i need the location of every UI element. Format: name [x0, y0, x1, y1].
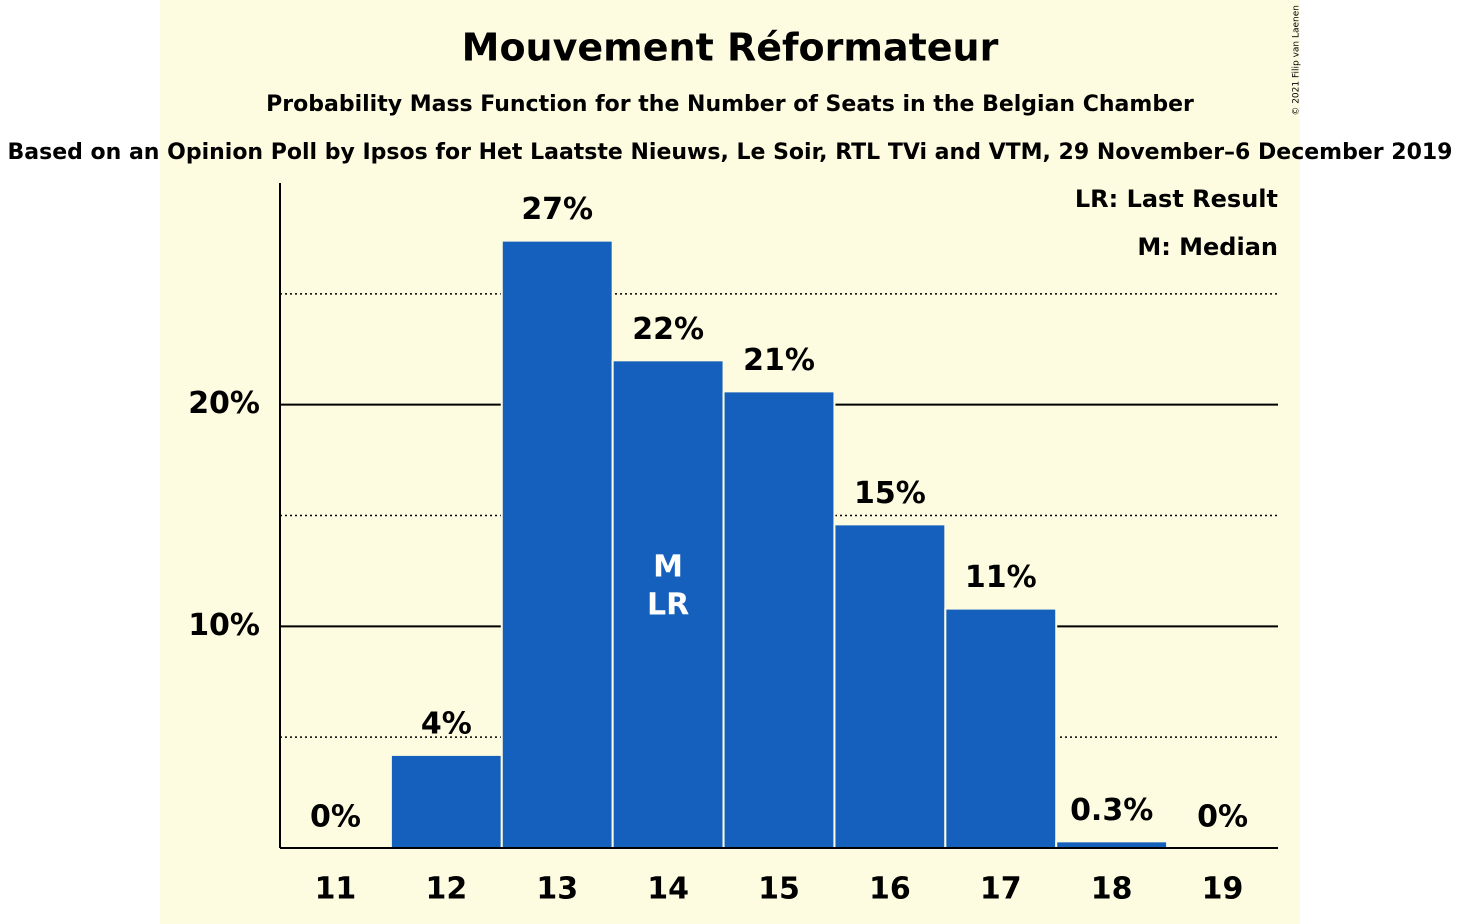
- x-tick-label: 13: [536, 872, 578, 907]
- bar: [944, 607, 1058, 849]
- x-tick-label: 15: [758, 872, 800, 907]
- x-tick-label: 17: [980, 872, 1022, 907]
- legend-entry: M: Median: [1137, 233, 1278, 261]
- bar: [722, 390, 836, 849]
- bar: [500, 239, 614, 849]
- x-tick-label: 18: [1091, 872, 1133, 907]
- value-label: 11%: [965, 560, 1037, 595]
- value-label: 0%: [1197, 800, 1248, 835]
- chart-subtitle: Probability Mass Function for the Number…: [266, 92, 1194, 117]
- copyright: © 2021 Filip van Laenen: [1292, 5, 1302, 116]
- bar: [389, 753, 503, 850]
- y-tick-label: 10%: [188, 608, 260, 643]
- value-label: 0%: [310, 800, 361, 835]
- y-tick-label: 20%: [188, 386, 260, 421]
- x-tick-label: 16: [869, 872, 911, 907]
- x-tick-label: 11: [315, 872, 357, 907]
- x-tick-label: 19: [1202, 872, 1244, 907]
- bar: [833, 523, 947, 849]
- value-label: 0.3%: [1070, 793, 1153, 828]
- value-label: 21%: [743, 343, 815, 378]
- median-marker: M: [653, 550, 683, 585]
- last-result-marker: LR: [647, 588, 689, 623]
- value-label: 22%: [632, 312, 704, 347]
- legend-entry: LR: Last Result: [1075, 185, 1278, 213]
- chart-source: Based on an Opinion Poll by Ipsos for He…: [7, 140, 1452, 165]
- chart-title: Mouvement Réformateur: [462, 26, 999, 70]
- value-label: 4%: [421, 706, 472, 741]
- x-tick-label: 14: [647, 872, 689, 907]
- x-tick-label: 12: [425, 872, 467, 907]
- value-label: 15%: [854, 476, 926, 511]
- value-label: 27%: [521, 192, 593, 227]
